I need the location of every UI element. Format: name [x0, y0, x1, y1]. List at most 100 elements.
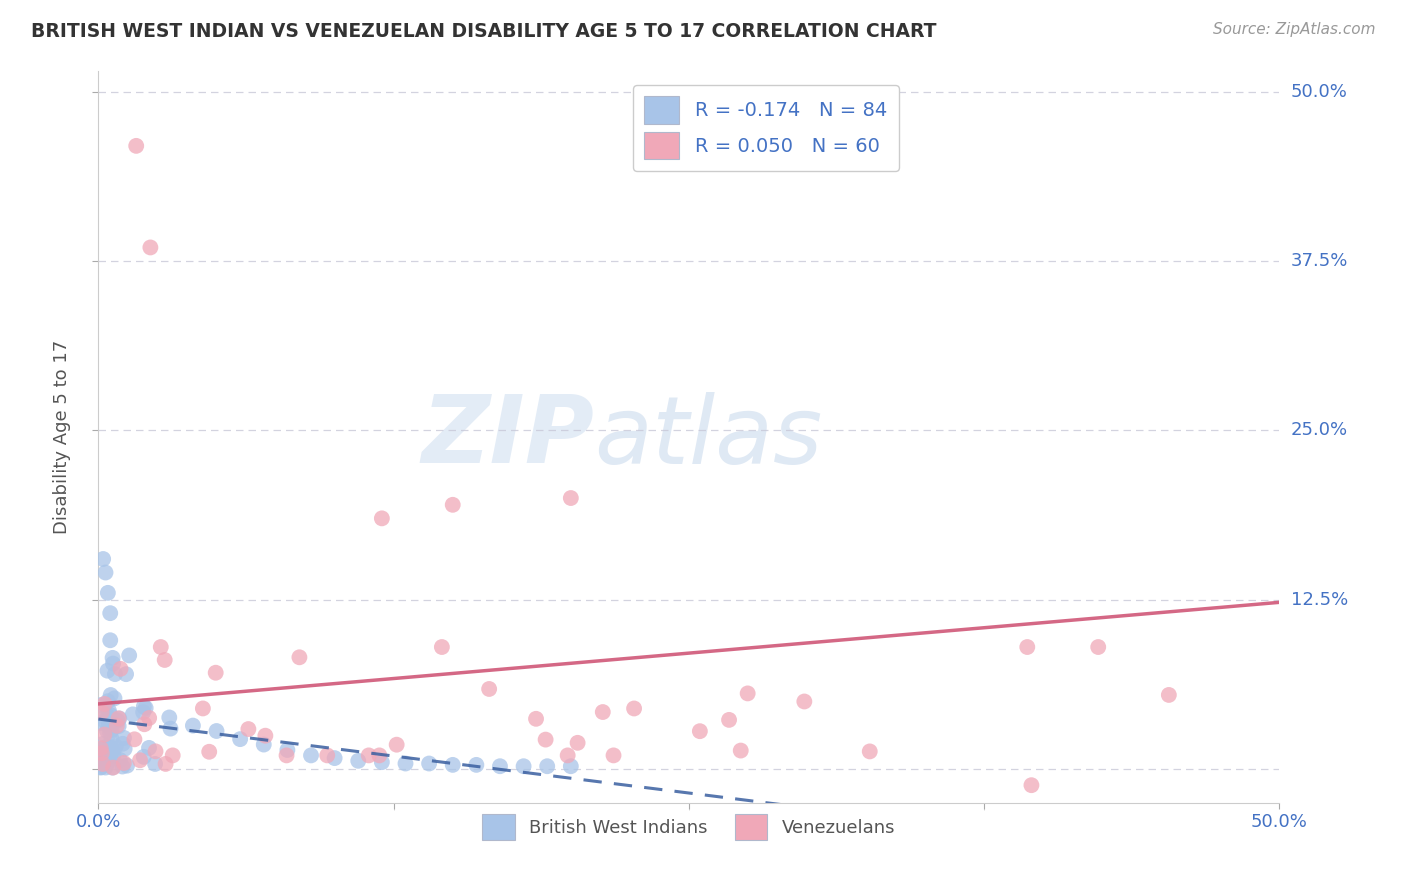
Point — [1017, 640, 1039, 654]
Point — [90, 756, 112, 770]
Point — [145, 744, 167, 758]
Text: 12.5%: 12.5% — [1291, 591, 1348, 608]
Point — [104, 667, 127, 681]
Point — [859, 744, 882, 758]
Point — [181, 718, 204, 732]
Point — [524, 712, 547, 726]
Point — [90, 746, 112, 760]
Text: 25.0%: 25.0% — [1291, 421, 1348, 439]
Text: atlas: atlas — [595, 392, 823, 483]
Point — [108, 711, 131, 725]
Point — [557, 748, 579, 763]
Point — [91, 737, 114, 751]
Point — [101, 651, 124, 665]
Point — [96, 664, 118, 678]
Point — [104, 739, 127, 754]
Point — [97, 718, 120, 732]
Point — [97, 586, 120, 600]
Point — [96, 723, 118, 738]
Point — [98, 725, 121, 739]
Point — [299, 748, 322, 763]
Point — [394, 756, 416, 771]
Point — [101, 744, 124, 758]
Point — [94, 566, 117, 580]
Point — [288, 650, 311, 665]
Point — [138, 711, 160, 725]
Point — [98, 749, 121, 764]
Point — [1021, 778, 1043, 792]
Point — [198, 745, 221, 759]
Point — [96, 708, 118, 723]
Point — [132, 705, 155, 719]
Point — [478, 681, 501, 696]
Point — [159, 722, 181, 736]
Point — [139, 240, 162, 254]
Point — [97, 743, 120, 757]
Point — [592, 705, 614, 719]
Point — [465, 757, 488, 772]
Point — [560, 491, 582, 505]
Point — [129, 753, 152, 767]
Point — [111, 759, 134, 773]
Legend: British West Indians, Venezuelans: British West Indians, Venezuelans — [474, 805, 904, 848]
Point — [385, 738, 408, 752]
Point — [1087, 640, 1109, 654]
Point — [118, 648, 141, 663]
Point — [90, 760, 112, 774]
Point — [93, 697, 115, 711]
Point — [90, 761, 112, 775]
Text: 37.5%: 37.5% — [1291, 252, 1348, 270]
Point — [112, 756, 135, 770]
Point — [100, 688, 122, 702]
Point — [100, 731, 122, 746]
Point — [90, 705, 112, 719]
Point — [138, 740, 160, 755]
Point — [93, 727, 115, 741]
Point — [105, 719, 128, 733]
Point — [1157, 688, 1180, 702]
Point — [602, 748, 624, 763]
Point — [730, 743, 752, 757]
Point — [97, 704, 120, 718]
Point — [108, 753, 131, 767]
Point — [623, 701, 645, 715]
Point — [98, 740, 121, 755]
Point — [121, 707, 143, 722]
Point — [100, 741, 122, 756]
Point — [162, 748, 184, 763]
Point — [534, 732, 557, 747]
Point — [97, 747, 120, 761]
Point — [489, 759, 512, 773]
Point — [91, 552, 114, 566]
Point — [91, 743, 114, 757]
Point — [101, 761, 124, 775]
Point — [149, 640, 172, 654]
Point — [560, 759, 582, 773]
Point — [204, 665, 226, 680]
Point — [98, 720, 121, 734]
Point — [90, 741, 112, 756]
Point — [93, 749, 115, 764]
Point — [536, 759, 558, 773]
Point — [91, 756, 114, 771]
Point — [98, 633, 121, 648]
Point — [238, 722, 260, 736]
Point — [254, 729, 277, 743]
Point — [191, 701, 214, 715]
Point — [101, 657, 124, 671]
Point — [107, 714, 129, 728]
Point — [357, 748, 380, 763]
Point — [323, 751, 346, 765]
Point — [567, 736, 589, 750]
Point — [125, 139, 148, 153]
Point — [94, 714, 117, 729]
Point — [93, 751, 115, 765]
Point — [111, 737, 134, 751]
Point — [94, 760, 117, 774]
Point — [98, 708, 121, 723]
Point — [368, 748, 391, 763]
Point — [132, 699, 155, 714]
Point — [132, 749, 155, 764]
Point — [430, 640, 453, 654]
Point — [93, 747, 115, 762]
